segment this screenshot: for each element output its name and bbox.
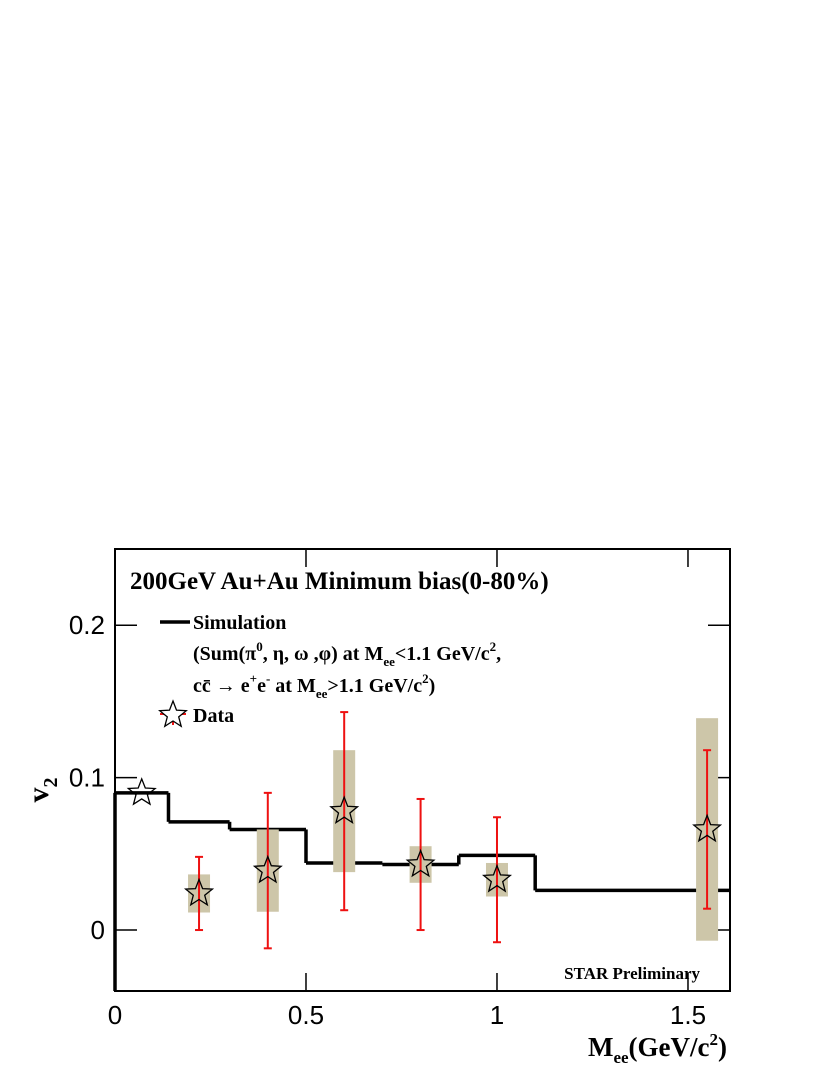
data-star bbox=[405, 848, 436, 878]
error-bar bbox=[416, 797, 425, 932]
note-part: + bbox=[250, 671, 257, 686]
y-tick-label: 0 bbox=[91, 915, 105, 945]
data-star bbox=[692, 813, 723, 843]
y-tick-label: 0.2 bbox=[69, 610, 105, 640]
legend-simulation: Simulation bbox=[193, 612, 286, 634]
note-part: ) bbox=[429, 675, 436, 697]
label-part: 2 bbox=[40, 778, 62, 788]
note-part: ee bbox=[383, 654, 395, 669]
x-tick-label: 0.5 bbox=[288, 1000, 324, 1030]
plot-frame bbox=[114, 548, 731, 992]
x-axis-label: Mee(GeV/c2) bbox=[588, 1030, 727, 1067]
data-star bbox=[329, 795, 360, 824]
error-bar bbox=[492, 816, 501, 944]
note-part: (Sum(π bbox=[193, 643, 256, 665]
note-part: - bbox=[266, 671, 270, 686]
legend-note: (Sum(π0, η, ω ,φ) at Mee<1.1 GeV/c2, bbox=[193, 639, 501, 669]
note-part: 2 bbox=[422, 671, 429, 686]
legend-star bbox=[158, 699, 188, 728]
note-part: 2 bbox=[490, 639, 497, 654]
y-tick-label: 0.1 bbox=[69, 763, 105, 793]
error-bar bbox=[195, 855, 204, 932]
legend-note: cc̄ → e+e- at Mee>1.1 GeV/c2) bbox=[193, 671, 435, 701]
note-part: e bbox=[257, 675, 266, 697]
data-star bbox=[183, 877, 215, 907]
error-bar bbox=[340, 711, 349, 912]
label-part: ) bbox=[718, 1032, 727, 1062]
chart-title: 200GeV Au+Au Minimum bias(0-80%) bbox=[130, 568, 549, 595]
note-part: , bbox=[496, 643, 501, 665]
label-part: v bbox=[22, 788, 55, 803]
note-part: , η, ω ,φ) at M bbox=[263, 643, 384, 665]
legend-data: Data bbox=[193, 705, 234, 727]
label-part: M bbox=[588, 1032, 613, 1062]
data-star bbox=[481, 863, 513, 893]
x-tick-label: 0 bbox=[108, 1000, 122, 1030]
note-part: 0 bbox=[256, 639, 263, 654]
label-part: ee bbox=[613, 1048, 629, 1067]
note-part: <1.1 GeV/c bbox=[395, 643, 490, 665]
note-part: cc̄ → e bbox=[193, 675, 250, 697]
error-bar bbox=[263, 791, 272, 950]
x-tick-label: 1.5 bbox=[670, 1000, 706, 1030]
data-star bbox=[252, 854, 283, 884]
x-tick-label: 1 bbox=[490, 1000, 504, 1030]
note-part: >1.1 GeV/c bbox=[327, 675, 422, 697]
label-part: (GeV/c bbox=[629, 1032, 710, 1062]
label-part: 2 bbox=[710, 1030, 719, 1049]
data-star bbox=[126, 777, 157, 806]
note-part: ee bbox=[316, 686, 328, 701]
note-part: at M bbox=[270, 675, 316, 697]
annotation: STAR Preliminary bbox=[564, 964, 700, 983]
error-bar bbox=[703, 749, 712, 910]
y-axis-label: v2 bbox=[22, 778, 62, 803]
